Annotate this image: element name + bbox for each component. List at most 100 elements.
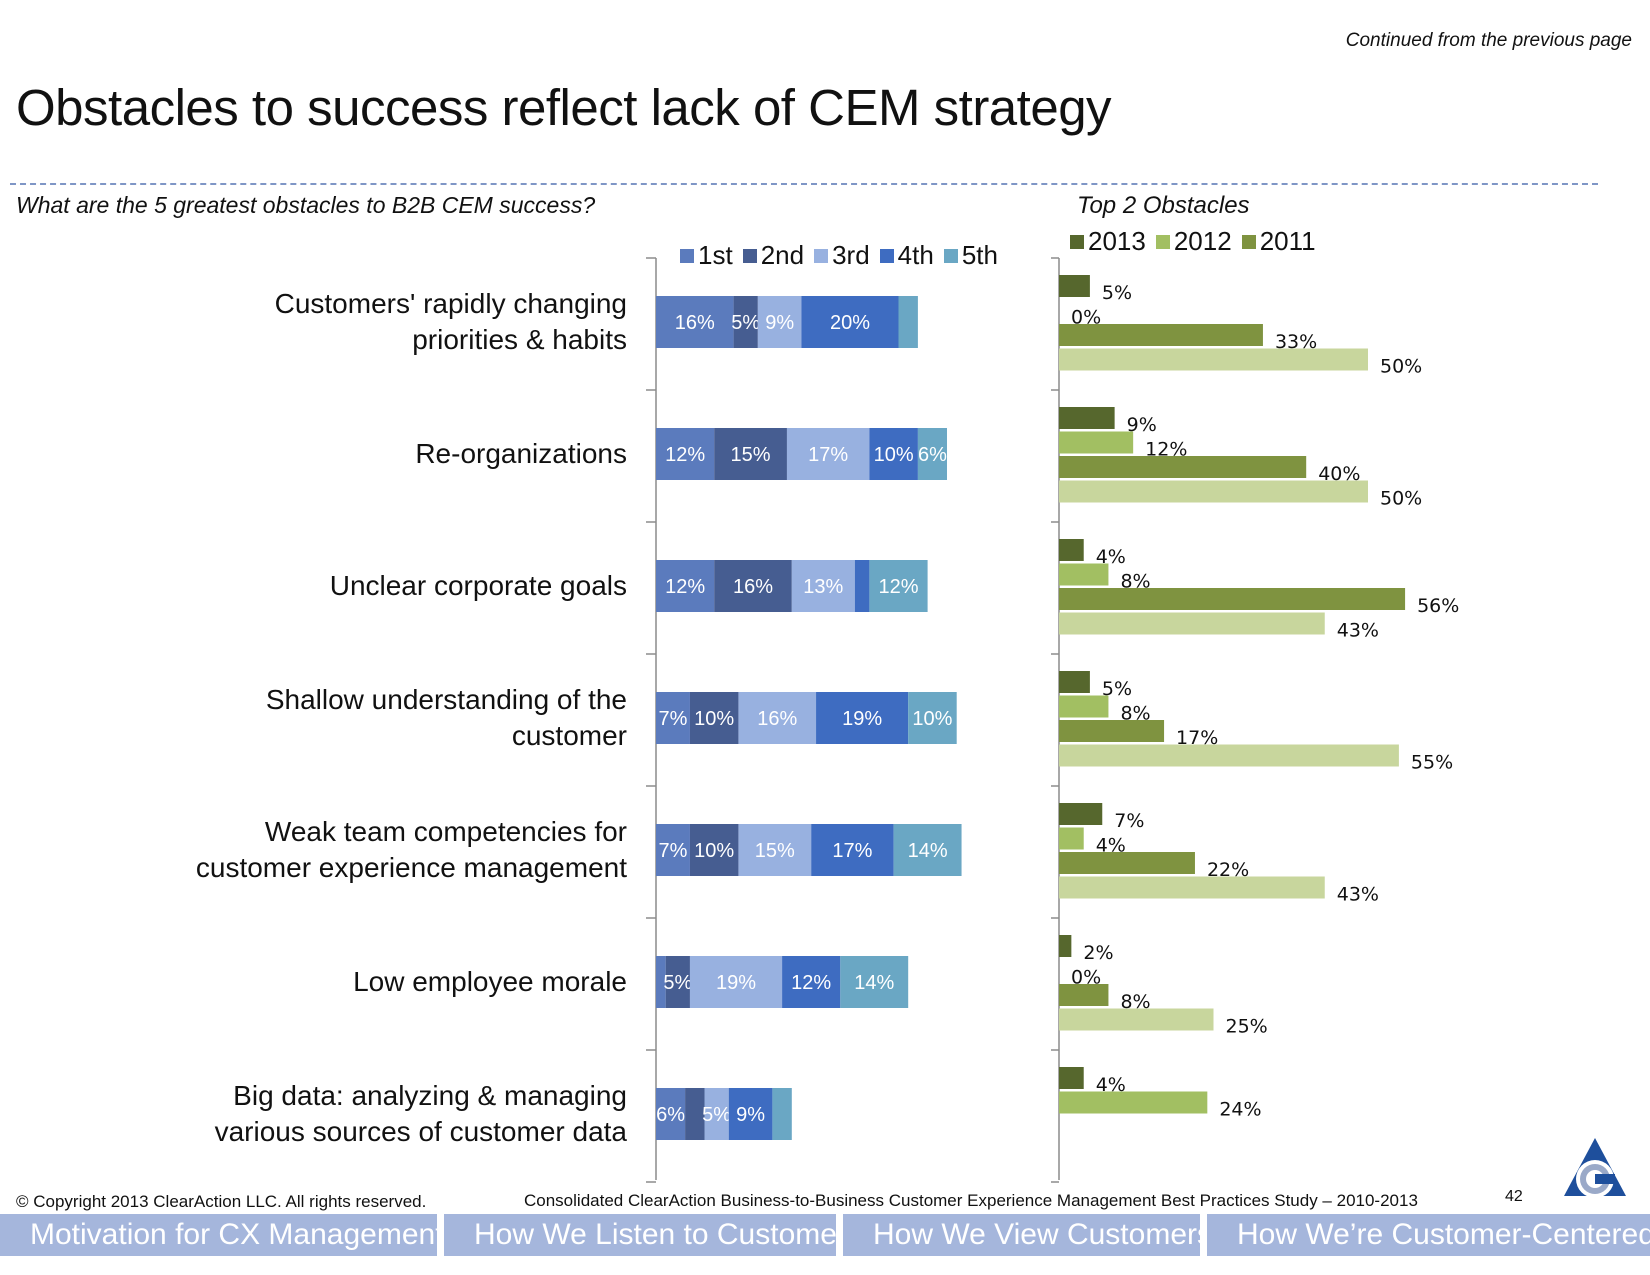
category-label: Re-organizations	[157, 436, 627, 472]
category-label-line: Big data: analyzing & managing	[233, 1080, 627, 1111]
legend-rank: 1st 2nd 3rd 4th 5th	[680, 240, 1008, 271]
legend-item-3rd: 3rd	[814, 240, 870, 271]
year-bar	[1059, 827, 1084, 850]
year-bar	[1059, 1091, 1208, 1114]
legend-swatch	[1241, 234, 1256, 249]
bar-value-label: 6%	[656, 1104, 685, 1126]
tab-centered[interactable]: How We’re Customer-Centered	[1207, 1214, 1650, 1256]
year-bar-label: 8%	[1120, 703, 1150, 725]
bar-value-label: 16%	[675, 312, 715, 334]
bar-segment	[689, 956, 783, 1008]
bar-segment	[728, 1088, 773, 1140]
bar-segment	[782, 956, 841, 1008]
year-bar	[1059, 935, 1072, 957]
year-bar	[1059, 324, 1263, 346]
category-label-line: priorities & habits	[412, 324, 627, 355]
bar-value-label: 16%	[757, 708, 797, 730]
clearaction-logo-icon	[1564, 1138, 1626, 1198]
page-title: Obstacles to success reflect lack of CEM…	[16, 79, 1112, 136]
bar-value-label: 10%	[874, 444, 914, 466]
legend-item-2012: 2012	[1155, 226, 1232, 257]
bar-value-label: 19%	[842, 708, 882, 730]
year-bar	[1059, 480, 1368, 503]
bar-segment	[840, 956, 909, 1008]
category-label: Big data: analyzing & managing various so…	[157, 1078, 627, 1150]
bar-value-label: 14%	[854, 972, 894, 994]
tab-motivation[interactable]: Motivation for CX Management	[0, 1214, 444, 1256]
category-label-line: Weak team competencies for	[264, 816, 627, 847]
legend-swatch	[814, 248, 829, 263]
year-bar	[1059, 984, 1109, 1006]
year-bar-label: 40%	[1318, 463, 1360, 485]
bar-value-label: 20%	[830, 312, 870, 334]
year-bar	[1059, 456, 1307, 478]
bar-segment	[898, 296, 918, 348]
year-bar	[1059, 407, 1115, 429]
bar-value-label: 5%	[663, 972, 692, 994]
year-bar	[1059, 1067, 1084, 1089]
year-bar-label: 22%	[1207, 859, 1249, 881]
tab-view[interactable]: How We View Customers	[843, 1214, 1212, 1256]
bar-value-label: 17%	[832, 840, 872, 862]
year-bar-label: 0%	[1071, 307, 1101, 329]
year-bar	[1059, 275, 1090, 297]
bar-value-label: 12%	[665, 444, 705, 466]
bar-segment	[704, 1088, 729, 1140]
year-bar-label: 0%	[1071, 967, 1101, 989]
year-bar	[1059, 431, 1134, 454]
bar-value-label: 7%	[659, 708, 688, 730]
year-bar	[1059, 539, 1084, 561]
bar-segment	[656, 560, 715, 612]
bar-value-label: 10%	[912, 708, 952, 730]
year-bar-label: 9%	[1127, 414, 1157, 436]
copyright: © Copyright 2013 ClearAction LLC. All ri…	[16, 1192, 427, 1211]
year-bar-label: 8%	[1120, 571, 1150, 593]
bar-segment	[772, 1088, 792, 1140]
category-label-line: customer experience management	[195, 852, 627, 883]
category-label: Weak team competencies for customer exper…	[157, 814, 627, 886]
year-bar	[1059, 803, 1103, 825]
category-label-line: various sources of customer data	[214, 1116, 627, 1147]
bar-segment	[917, 428, 947, 480]
year-bar-label: 43%	[1337, 884, 1379, 906]
year-bar-label: 12%	[1145, 439, 1187, 461]
legend-label: 2013	[1088, 226, 1146, 256]
legend-item-5th: 5th	[943, 240, 998, 271]
bar-segment	[869, 428, 918, 480]
legend-label: 2011	[1259, 226, 1316, 256]
bar-segment	[656, 956, 666, 1008]
source-note: Consolidated ClearAction Business-to-Bus…	[524, 1191, 1418, 1210]
bar-segment	[791, 560, 855, 612]
bar-value-label: 12%	[665, 576, 705, 598]
legend-label: 2012	[1173, 226, 1232, 256]
legend-item-1st: 1st	[680, 240, 733, 271]
title-divider	[10, 183, 1598, 185]
year-bar-label: 24%	[1219, 1099, 1261, 1121]
bar-value-label: 5%	[731, 312, 760, 334]
year-bar-label: 5%	[1102, 282, 1132, 304]
year-bar-label: 4%	[1096, 546, 1126, 568]
year-bar-label: 8%	[1120, 991, 1150, 1013]
bar-segment	[656, 692, 690, 744]
right-chart-title: Top 2 Obstacles	[1077, 192, 1250, 219]
bar-value-label: 16%	[733, 576, 773, 598]
year-bar	[1059, 563, 1109, 586]
year-bar	[1059, 588, 1406, 610]
year-bar	[1059, 695, 1109, 718]
bar-value-label: 14%	[908, 840, 948, 862]
bar-value-label: 10%	[694, 708, 734, 730]
bar-segment	[656, 428, 715, 480]
bar-value-label: 9%	[765, 312, 794, 334]
year-bar	[1059, 852, 1195, 874]
tab-listen[interactable]: How We Listen to Customers	[444, 1214, 862, 1256]
bar-segment	[757, 296, 802, 348]
year-bar-label: 43%	[1337, 620, 1379, 642]
year-bar	[1059, 876, 1325, 899]
bar-segment	[689, 824, 739, 876]
bar-segment	[656, 824, 690, 876]
bar-value-label: 9%	[736, 1104, 765, 1126]
category-label: Shallow understanding of the customer	[157, 682, 627, 754]
year-bar-label: 4%	[1096, 835, 1126, 857]
legend-item-4th: 4th	[879, 240, 934, 271]
bar-value-label: 7%	[659, 840, 688, 862]
